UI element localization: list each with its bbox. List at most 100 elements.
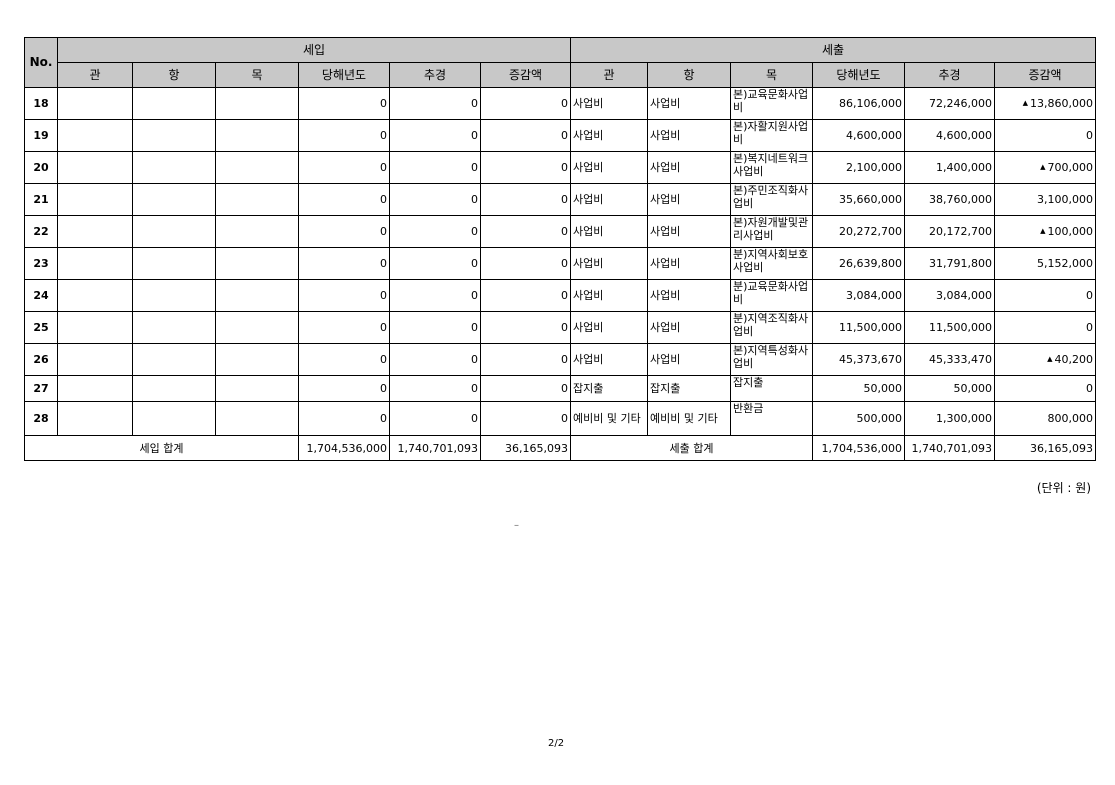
expense-current: 45,373,670: [812, 343, 905, 376]
expense-mok: 분)교육문화사업비: [730, 279, 813, 312]
expense-mok: 본)복지네트워크사업비: [730, 151, 813, 184]
table-row: 20 0 0 0 사업비 사업비 본)복지네트워크사업비 2,100,000 1,400,000…: [24, 151, 1096, 184]
income-total-label: 세입 합계: [24, 435, 299, 461]
expense-current: 35,660,000: [812, 183, 905, 216]
table-row: 18 0 0 0 사업비 사업비 본)교육문화사업비 86,106,000 72,246,000…: [24, 87, 1096, 120]
expense-supplementary: 31,791,800: [904, 247, 995, 280]
diff-value: 13,860,000: [1030, 97, 1093, 110]
income-supplementary: 0: [389, 279, 481, 312]
income-diff: 0: [480, 151, 571, 184]
table-row: 28 0 0 0 예비비 및 기타 예비비 및 기타 반환금 500,000 1,300,000…: [24, 401, 1096, 436]
diff-value: 800,000: [1047, 412, 1094, 425]
income-gwan: [57, 215, 133, 248]
income-diff: 0: [480, 311, 571, 344]
expense-supplementary: 20,172,700: [904, 215, 995, 248]
expense-gwan: 예비비 및 기타: [570, 401, 648, 436]
expense-supplementary: 50,000: [904, 375, 995, 402]
expense-hang: 사업비: [647, 183, 731, 216]
dash-mark: –: [514, 520, 519, 531]
budget-table: No. 세입 세출 관 항 목 당해년도 추경 증감액 관 항 목 당해년도 추…: [24, 37, 1096, 461]
table-row: 24 0 0 0 사업비 사업비 분)교육문화사업비 3,084,000 3,084,000 0: [24, 279, 1096, 312]
income-current: 0: [298, 343, 390, 376]
expense-current: 3,084,000: [812, 279, 905, 312]
expense-mok-header: 목: [730, 62, 813, 88]
row-number: 23: [24, 247, 58, 280]
income-gwan: [57, 151, 133, 184]
expense-hang: 예비비 및 기타: [647, 401, 731, 436]
expense-diff: 0: [994, 375, 1096, 402]
expense-gwan: 잡지출: [570, 375, 648, 402]
income-diff: 0: [480, 343, 571, 376]
table-row: 25 0 0 0 사업비 사업비 분)지역조직화사업비 11,500,000 11,500,00…: [24, 311, 1096, 344]
expense-diff: 0: [994, 119, 1096, 152]
income-current: 0: [298, 311, 390, 344]
income-hang: [132, 247, 216, 280]
income-supplementary: 0: [389, 119, 481, 152]
decrease-triangle-icon: ▲: [1022, 99, 1029, 107]
income-gwan: [57, 401, 133, 436]
income-current: 0: [298, 247, 390, 280]
expense-current: 50,000: [812, 375, 905, 402]
income-mok: [215, 151, 299, 184]
expense-current: 4,600,000: [812, 119, 905, 152]
expense-total-label: 세출 합계: [570, 435, 813, 461]
expense-total-current: 1,704,536,000: [812, 435, 905, 461]
row-number: 21: [24, 183, 58, 216]
income-hang: [132, 215, 216, 248]
expense-diff: ▲ 100,000: [994, 215, 1096, 248]
expense-gwan-header: 관: [570, 62, 648, 88]
income-mok: [215, 247, 299, 280]
diff-value: 40,200: [1054, 353, 1094, 366]
expense-supplementary-header: 추경: [904, 62, 995, 88]
income-supplementary: 0: [389, 215, 481, 248]
expense-mok: 본)자원개발및관리사업비: [730, 215, 813, 248]
expense-header: 세출: [570, 37, 1096, 63]
income-supplementary: 0: [389, 375, 481, 402]
diff-value: 5,152,000: [1037, 257, 1093, 270]
table-row: 22 0 0 0 사업비 사업비 본)자원개발및관리사업비 20,272,700 20,172,…: [24, 215, 1096, 248]
expense-mok: 본)자활지원사업비: [730, 119, 813, 152]
expense-supplementary: 1,300,000: [904, 401, 995, 436]
diff-value: 0: [1086, 382, 1093, 395]
unit-note: (단위 : 원): [1036, 481, 1091, 495]
income-hang: [132, 87, 216, 120]
income-diff: 0: [480, 247, 571, 280]
income-hang: [132, 183, 216, 216]
row-number: 22: [24, 215, 58, 248]
decrease-triangle-icon: ▲: [1040, 227, 1046, 235]
income-total-supplementary: 1,740,701,093: [389, 435, 481, 461]
income-hang: [132, 375, 216, 402]
expense-supplementary: 1,400,000: [904, 151, 995, 184]
expense-diff-header: 증감액: [994, 62, 1096, 88]
expense-hang: 사업비: [647, 279, 731, 312]
income-gwan: [57, 183, 133, 216]
expense-supplementary: 3,084,000: [904, 279, 995, 312]
expense-mok: 분)지역사회보호사업비: [730, 247, 813, 280]
income-supplementary: 0: [389, 401, 481, 436]
income-current: 0: [298, 151, 390, 184]
row-number: 25: [24, 311, 58, 344]
expense-current: 2,100,000: [812, 151, 905, 184]
income-header: 세입: [57, 37, 571, 63]
expense-gwan: 사업비: [570, 311, 648, 344]
expense-mok: 본)지역특성화사업비: [730, 343, 813, 376]
row-number: 20: [24, 151, 58, 184]
expense-current: 500,000: [812, 401, 905, 436]
income-hang: [132, 311, 216, 344]
income-total-diff: 36,165,093: [480, 435, 571, 461]
row-number: 18: [24, 87, 58, 120]
expense-gwan: 사업비: [570, 247, 648, 280]
income-hang: [132, 279, 216, 312]
income-mok: [215, 343, 299, 376]
income-diff-header: 증감액: [480, 62, 571, 88]
row-number: 19: [24, 119, 58, 152]
income-gwan: [57, 311, 133, 344]
expense-gwan: 사업비: [570, 279, 648, 312]
expense-hang: 사업비: [647, 151, 731, 184]
decrease-triangle-icon: ▲: [1040, 163, 1046, 171]
table-row: 26 0 0 0 사업비 사업비 본)지역특성화사업비 45,373,670 45,333,47…: [24, 343, 1096, 376]
expense-total-diff: 36,165,093: [994, 435, 1096, 461]
income-diff: 0: [480, 87, 571, 120]
expense-current-header: 당해년도: [812, 62, 905, 88]
row-number: 26: [24, 343, 58, 376]
